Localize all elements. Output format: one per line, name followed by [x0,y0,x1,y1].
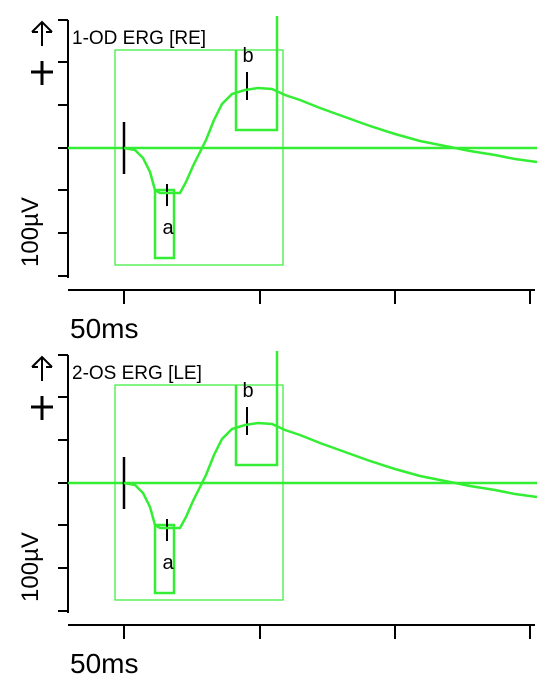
erg-panel: 100µV 50ms 1-OD ERG [RE] a b [17,16,538,344]
time-scale: 50ms [70,313,138,344]
up-arrow-icon [31,355,53,381]
plus-icon [31,61,53,85]
a-window [153,188,176,260]
a-label: a [162,552,174,574]
amplitude-scale: 100µV [17,197,44,267]
b-label: b [242,45,253,67]
erg-waveform [123,86,538,195]
a-label: a [162,217,174,239]
erg-panel: 100µV 50ms 2-OS ERG [LE] a b [17,351,538,679]
amplitude-scale: 100µV [17,532,44,602]
erg-waveform [123,421,538,530]
up-arrow-icon [31,20,53,46]
panel-label: 2-OS ERG [LE] [72,363,202,384]
plus-icon [31,396,53,420]
b-window [234,16,279,132]
a-window [153,523,176,595]
panel-label: 1-OD ERG [RE] [72,28,206,49]
analysis-window [114,384,284,601]
analysis-window [114,49,284,266]
time-scale: 50ms [70,648,138,679]
b-window [234,351,279,467]
b-label: b [242,380,253,402]
